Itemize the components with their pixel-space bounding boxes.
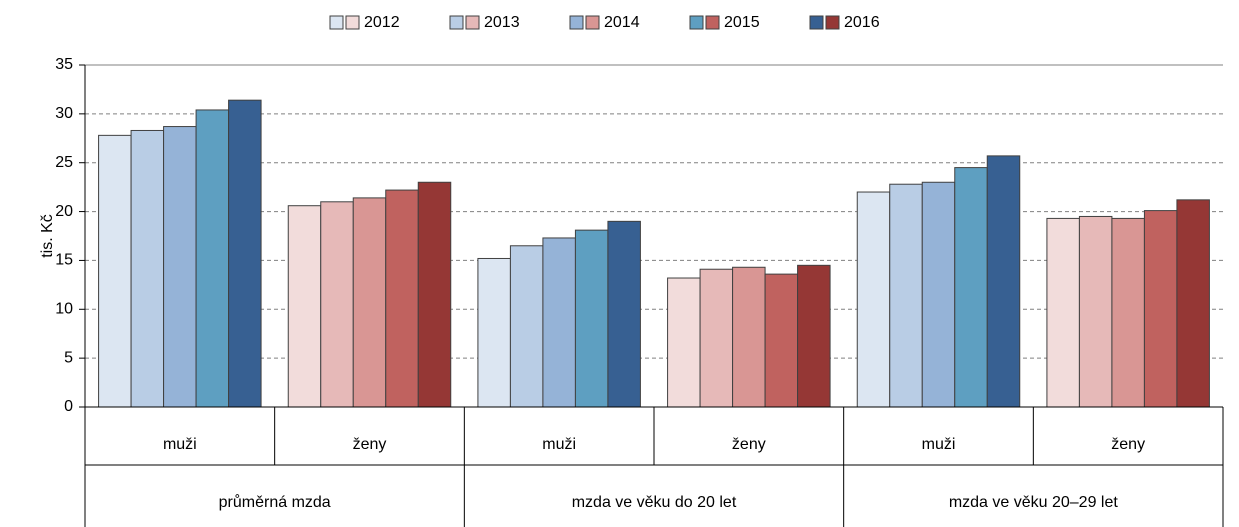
bar (195, 109, 230, 408)
legend-swatch (449, 15, 464, 30)
bar (856, 191, 891, 408)
legend-label: 2012 (364, 14, 400, 31)
legend-swatch (705, 15, 720, 30)
bar (574, 229, 609, 408)
bar (986, 155, 1021, 408)
x-tick-label: ženy (732, 436, 766, 453)
bar (163, 126, 197, 408)
bar (797, 264, 831, 408)
bar (228, 99, 262, 408)
legend-swatch (345, 15, 360, 30)
x-tick-label: muži (922, 436, 956, 453)
legend-swatch (329, 15, 344, 30)
legend-label: 2015 (724, 14, 760, 31)
y-tick-label: 30 (55, 105, 73, 122)
y-tick-label: 20 (55, 203, 73, 220)
legend-swatch (465, 15, 480, 30)
y-tick-label: 0 (64, 398, 73, 415)
bar (889, 183, 923, 408)
legend-swatch (825, 15, 840, 30)
y-tick-label: 15 (55, 252, 73, 269)
legend-swatch (689, 15, 704, 30)
bar (1078, 215, 1113, 408)
bar (287, 205, 322, 408)
bar (1111, 217, 1145, 408)
y-axis-label: tis. Kč (39, 214, 56, 258)
bar (320, 201, 354, 408)
bar (477, 257, 511, 408)
bar (385, 189, 419, 408)
bar (732, 266, 766, 408)
x-tick-label: muži (542, 436, 576, 453)
bar (921, 181, 956, 408)
group-label: průměrná mzda (219, 493, 331, 511)
bar (1046, 217, 1080, 408)
bar (417, 181, 452, 408)
x-tick-label: ženy (1111, 436, 1145, 453)
bar (98, 134, 132, 408)
bar (352, 197, 387, 408)
bar (509, 245, 544, 408)
legend-swatch (809, 15, 824, 30)
y-tick-label: 35 (55, 56, 73, 73)
bar (667, 277, 701, 408)
x-tick-label: ženy (353, 436, 387, 453)
bar (1143, 210, 1178, 408)
bar (764, 273, 799, 408)
legend-label: 2016 (844, 14, 880, 31)
legend-swatch (569, 15, 584, 30)
bar (607, 220, 641, 408)
y-tick-label: 10 (55, 301, 73, 318)
bar (699, 268, 734, 408)
legend-label: 2013 (484, 14, 520, 31)
bar (954, 167, 988, 408)
y-tick-label: 5 (64, 349, 73, 366)
legend-label: 2014 (604, 14, 640, 31)
group-label: mzda ve věku 20–29 let (949, 494, 1119, 511)
bar (1176, 199, 1210, 408)
x-tick-label: muži (163, 436, 197, 453)
y-tick-label: 25 (55, 154, 73, 171)
legend-swatch (585, 15, 600, 30)
bar (542, 237, 576, 408)
group-label: mzda ve věku do 20 let (572, 494, 737, 511)
bar (130, 129, 165, 408)
